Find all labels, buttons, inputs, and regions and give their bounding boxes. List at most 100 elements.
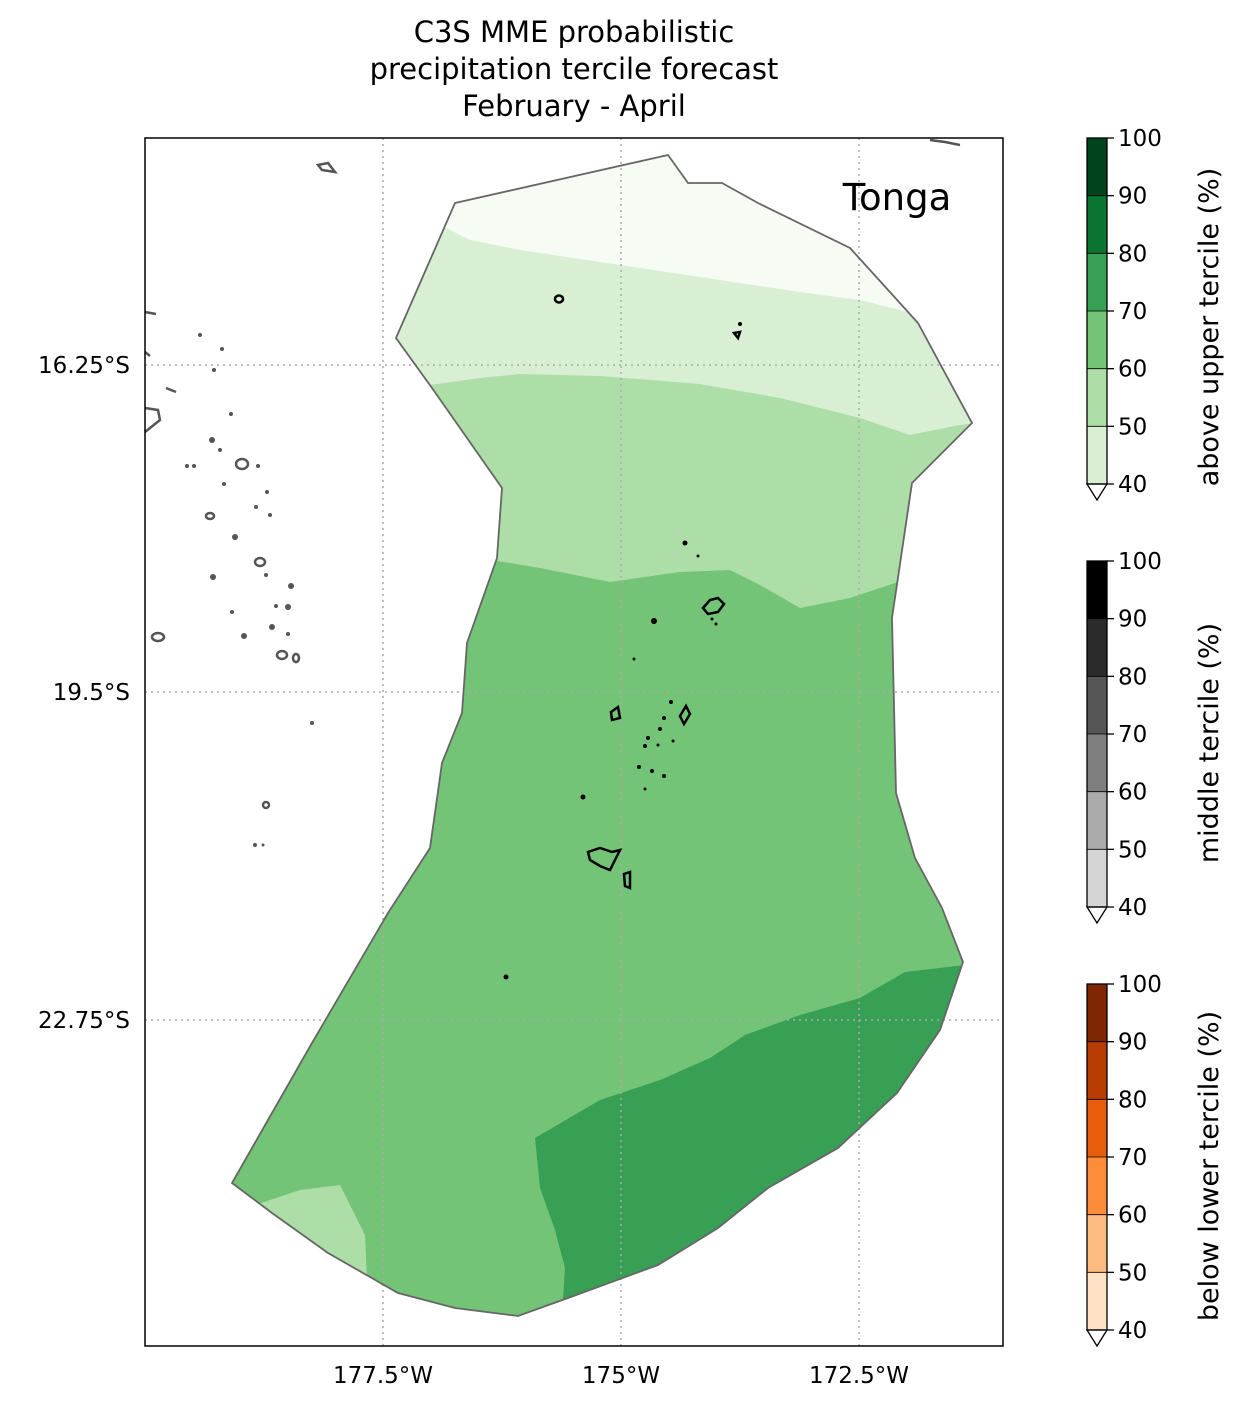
colorbar-below: 100 90 80 70 60 50 40 below lower tercile (%) <box>1085 972 1225 1348</box>
island-dot <box>256 464 260 468</box>
fiji-small-islands <box>185 333 314 847</box>
coast-fiji-2 <box>144 310 157 316</box>
colorbar-tick-label: 40 <box>1118 895 1147 921</box>
colorbar-tick-label: 50 <box>1118 1260 1147 1286</box>
colorbar-swatch <box>1087 1272 1107 1331</box>
island-dot <box>185 464 189 468</box>
colorbar-tick-label: 100 <box>1118 972 1162 998</box>
island-dot <box>632 657 636 661</box>
colorbar-below-ticks: 100 90 80 70 60 50 40 <box>1107 972 1162 1344</box>
coast-vavau <box>701 596 726 616</box>
island-dot <box>643 787 647 791</box>
colorbar-tick-label: 50 <box>1118 414 1147 440</box>
island-dot <box>265 490 269 494</box>
island-dot <box>241 633 247 639</box>
map-frame <box>144 137 1004 1347</box>
island-dot <box>198 333 202 337</box>
colorbar-tick-label: 70 <box>1118 1145 1147 1171</box>
lon-label-3: 172.5°W <box>809 1363 909 1389</box>
island-dot <box>656 743 660 747</box>
coast-niuatoputapu <box>731 330 742 341</box>
colorbar-above-extend-arrow <box>1085 483 1109 502</box>
coast-fiji-11 <box>291 652 301 664</box>
island-dot <box>310 721 314 725</box>
lat-label-3: 22.75°S <box>38 1008 130 1034</box>
colorbar-tick-label: 40 <box>1118 1318 1147 1344</box>
colorbar-tick-label: 60 <box>1118 357 1147 383</box>
island-dot <box>288 583 294 589</box>
lat-label-1: 16.25°S <box>38 353 130 379</box>
map-title: C3S MME probabilistic precipitation terc… <box>145 14 1003 125</box>
colorbar-tick-label: 50 <box>1118 837 1147 863</box>
colorbar-tick-label: 90 <box>1118 1030 1147 1056</box>
coast-eua <box>622 870 632 890</box>
island-dot <box>210 574 216 580</box>
coast-haapai-2 <box>678 703 692 727</box>
island-dot <box>232 534 238 540</box>
island-dot <box>220 347 224 351</box>
colorbar-swatch <box>1087 791 1107 850</box>
island-dot <box>696 554 700 558</box>
coast-fiji-9 <box>150 631 166 643</box>
colorbar-below-swatches <box>1087 984 1107 1331</box>
gridlines <box>145 138 1003 1346</box>
coast-fiji-5 <box>165 386 177 394</box>
coast-fiji-6 <box>234 457 250 471</box>
island-dot <box>658 727 662 731</box>
tonga-small-islands <box>503 322 742 980</box>
colorbar-swatch <box>1087 618 1107 677</box>
island-dot <box>285 604 291 610</box>
island-dot <box>646 736 650 740</box>
island-dot <box>286 632 290 636</box>
lat-label-2: 19.5°S <box>53 680 130 706</box>
island-dot <box>580 794 586 800</box>
island-dot <box>643 744 647 748</box>
colorbar-tick-label: 80 <box>1118 664 1147 690</box>
colorbar-swatch <box>1087 561 1107 620</box>
island-dot <box>269 624 275 630</box>
colorbar-above: 100 90 80 70 60 50 40 above upper tercile (%) <box>1085 126 1225 502</box>
island-dot <box>209 437 215 443</box>
title-line-2: precipitation tercile forecast <box>369 52 779 86</box>
coast-fiji-8 <box>253 556 267 568</box>
island-dot <box>229 412 233 416</box>
colorbar-swatch <box>1087 984 1107 1043</box>
colorbar-middle: 100 90 80 70 60 50 40 middle tercile (%) <box>1085 549 1225 925</box>
island-dot <box>651 618 657 624</box>
colorbar-tick-label: 90 <box>1118 184 1147 210</box>
island-dot <box>254 505 258 509</box>
colorbar-middle-label: middle tercile (%) <box>1194 623 1225 863</box>
island-dot <box>264 573 268 577</box>
island-dot <box>253 843 257 847</box>
island-dot <box>261 843 265 847</box>
title-line-3: February - April <box>462 89 686 123</box>
colorbar-above-swatches <box>1087 138 1107 485</box>
fiji-coastlines <box>144 138 961 810</box>
island-dot <box>218 448 222 452</box>
coast-fiji-13 <box>929 138 961 147</box>
island-dot <box>671 739 675 743</box>
colorbar-swatch <box>1087 253 1107 312</box>
coast-haapai-1 <box>609 704 622 722</box>
island-dot <box>503 974 509 980</box>
colorbar-tick-label: 100 <box>1118 126 1162 152</box>
colorbar-swatch <box>1087 676 1107 735</box>
coast-tongatapu <box>586 846 623 872</box>
colorbar-above-ticks: 100 90 80 70 60 50 40 <box>1107 126 1162 498</box>
colorbar-swatch <box>1087 426 1107 485</box>
island-dot <box>268 513 272 517</box>
colorbar-tick-label: 90 <box>1118 607 1147 633</box>
island-dot <box>662 774 666 778</box>
coast-fiji-1 <box>315 161 338 174</box>
coast-fiji-10 <box>275 649 289 661</box>
colorbar-tick-label: 80 <box>1118 241 1147 267</box>
colorbar-swatch <box>1087 1157 1107 1216</box>
colorbar-tick-label: 80 <box>1118 1087 1147 1113</box>
colorbar-swatch <box>1087 1041 1107 1100</box>
colorbar-tick-label: 60 <box>1118 1203 1147 1229</box>
colorbar-middle-swatches <box>1087 561 1107 908</box>
title-line-1: C3S MME probabilistic <box>413 15 735 49</box>
island-dot <box>682 540 688 546</box>
colorbar-swatch <box>1087 849 1107 908</box>
